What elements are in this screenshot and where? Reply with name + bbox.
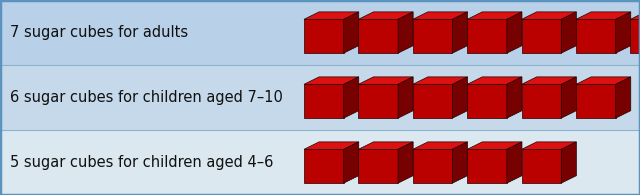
Polygon shape xyxy=(561,142,577,183)
Polygon shape xyxy=(522,77,577,84)
Polygon shape xyxy=(304,19,344,53)
Text: 7 sugar cubes for adults: 7 sugar cubes for adults xyxy=(10,25,188,40)
Polygon shape xyxy=(467,19,507,53)
Polygon shape xyxy=(304,12,359,19)
Polygon shape xyxy=(398,12,413,53)
Polygon shape xyxy=(304,149,344,183)
Polygon shape xyxy=(507,142,522,183)
FancyBboxPatch shape xyxy=(0,0,640,65)
Polygon shape xyxy=(398,142,413,183)
Polygon shape xyxy=(413,84,452,118)
Text: 5 sugar cubes for children aged 4–6: 5 sugar cubes for children aged 4–6 xyxy=(10,155,273,170)
Polygon shape xyxy=(413,142,468,149)
Polygon shape xyxy=(452,12,468,53)
Polygon shape xyxy=(561,12,577,53)
Polygon shape xyxy=(344,142,359,183)
FancyBboxPatch shape xyxy=(0,65,640,130)
Polygon shape xyxy=(452,77,468,118)
Polygon shape xyxy=(507,12,522,53)
Polygon shape xyxy=(413,19,452,53)
Polygon shape xyxy=(452,142,468,183)
Polygon shape xyxy=(304,142,359,149)
Polygon shape xyxy=(616,12,631,53)
Polygon shape xyxy=(630,19,640,53)
Polygon shape xyxy=(467,77,522,84)
Polygon shape xyxy=(304,77,359,84)
Polygon shape xyxy=(576,19,616,53)
Polygon shape xyxy=(467,12,522,19)
Polygon shape xyxy=(398,77,413,118)
Polygon shape xyxy=(467,149,507,183)
Polygon shape xyxy=(522,149,561,183)
Polygon shape xyxy=(413,12,468,19)
Polygon shape xyxy=(358,149,398,183)
Polygon shape xyxy=(467,142,522,149)
Polygon shape xyxy=(522,142,577,149)
Polygon shape xyxy=(344,77,359,118)
Polygon shape xyxy=(358,19,398,53)
Polygon shape xyxy=(413,149,452,183)
Polygon shape xyxy=(358,77,413,84)
Polygon shape xyxy=(344,12,359,53)
Polygon shape xyxy=(358,142,413,149)
Polygon shape xyxy=(630,12,640,19)
Polygon shape xyxy=(576,12,631,19)
Polygon shape xyxy=(576,77,631,84)
Polygon shape xyxy=(358,12,413,19)
Polygon shape xyxy=(304,84,344,118)
Polygon shape xyxy=(616,77,631,118)
Polygon shape xyxy=(358,84,398,118)
Polygon shape xyxy=(522,19,561,53)
Polygon shape xyxy=(522,84,561,118)
FancyBboxPatch shape xyxy=(0,130,640,195)
Polygon shape xyxy=(576,84,616,118)
Polygon shape xyxy=(561,77,577,118)
Polygon shape xyxy=(413,77,468,84)
Polygon shape xyxy=(507,77,522,118)
Polygon shape xyxy=(522,12,577,19)
Polygon shape xyxy=(467,84,507,118)
Text: 6 sugar cubes for children aged 7–10: 6 sugar cubes for children aged 7–10 xyxy=(10,90,282,105)
